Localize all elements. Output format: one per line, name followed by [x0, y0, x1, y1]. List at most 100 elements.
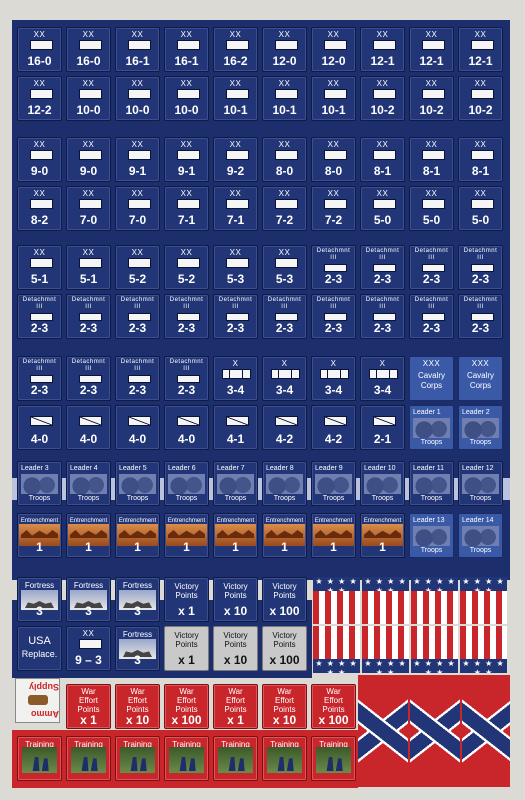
training-counter[interactable]: Training — [17, 736, 62, 781]
division-counter[interactable]: XX 16-0 — [17, 27, 62, 72]
cavalry-division-counter[interactable]: 4-2 — [262, 405, 307, 450]
division-counter[interactable]: XX 9-0 — [17, 137, 62, 182]
detachment-counter[interactable]: Detachmnt III 2-3 — [409, 294, 454, 339]
detachment-counter[interactable]: Detachmnt III 2-3 — [164, 294, 209, 339]
entrenchment-counter[interactable]: Entrenchment 1 — [360, 513, 405, 558]
fortress-counter[interactable]: Fortress 3 — [115, 626, 160, 671]
leader-counter[interactable]: Leader 6 Troops — [164, 461, 209, 506]
leader-counter[interactable]: Leader 5 Troops — [115, 461, 160, 506]
cavalry-brigade-counter[interactable]: X 3-4 — [262, 356, 307, 401]
detachment-counter[interactable]: Detachmnt III 2-3 — [458, 294, 503, 339]
victory-points-counter[interactable]: Victory Points x 10 — [213, 577, 258, 622]
leader-counter[interactable]: Leader 9 Troops — [311, 461, 356, 506]
detachment-counter[interactable]: Detachmnt III 2-3 — [311, 245, 356, 290]
detachment-counter[interactable]: Detachmnt III 2-3 — [17, 294, 62, 339]
detachment-counter[interactable]: Detachmnt III 2-3 — [66, 294, 111, 339]
division-counter[interactable]: XX 10-0 — [115, 76, 160, 121]
entrenchment-counter[interactable]: Entrenchment 1 — [262, 513, 307, 558]
detachment-counter[interactable]: Detachmnt III 2-3 — [164, 356, 209, 401]
detachment-counter[interactable]: Detachmnt III 2-3 — [360, 245, 405, 290]
victory-points-counter[interactable]: Victory Points x 10 — [213, 626, 258, 671]
leader-counter[interactable]: Leader 2 Troops — [458, 405, 503, 450]
division-counter[interactable]: XX 7-0 — [66, 186, 111, 231]
cavalry-division-counter[interactable]: 4-0 — [164, 405, 209, 450]
division-counter[interactable]: XX 12-0 — [311, 27, 356, 72]
division-counter[interactable]: XX 10-2 — [458, 76, 503, 121]
division-counter[interactable]: XX 12-1 — [360, 27, 405, 72]
entrenchment-counter[interactable]: Entrenchment 1 — [164, 513, 209, 558]
leader-counter[interactable]: Leader 14 Troops — [458, 513, 503, 558]
detachment-counter[interactable]: Detachmnt III 2-3 — [262, 294, 307, 339]
war-effort-counter[interactable]: War Effort Points x 10 — [115, 684, 160, 729]
division-counter[interactable]: XX 10-2 — [360, 76, 405, 121]
division-counter[interactable]: XX 9-2 — [213, 137, 258, 182]
division-counter[interactable]: XX 5-3 — [262, 245, 307, 290]
usa-flag-counter[interactable]: ★ ★ ★ ★ ★ ★ — [460, 626, 507, 673]
division-counter[interactable]: XX 10-0 — [66, 76, 111, 121]
usa-flag-counter[interactable]: ★ ★ ★ ★ ★ ★ — [411, 626, 458, 673]
cavalry-brigade-counter[interactable]: X 3-4 — [213, 356, 258, 401]
leader-counter[interactable]: Leader 3 Troops — [17, 461, 62, 506]
division-counter[interactable]: XX 7-1 — [164, 186, 209, 231]
division-counter[interactable]: XX 10-1 — [311, 76, 356, 121]
division-counter[interactable]: XX 12-2 — [17, 76, 62, 121]
victory-points-counter[interactable]: Victory Points x 1 — [164, 626, 209, 671]
csa-flag-block[interactable] — [358, 675, 510, 787]
division-counter[interactable]: XX 5-0 — [409, 186, 454, 231]
division-counter[interactable]: XX 5-0 — [360, 186, 405, 231]
leader-counter[interactable]: Leader 4 Troops — [66, 461, 111, 506]
entrenchment-counter[interactable]: Entrenchment 1 — [66, 513, 111, 558]
war-effort-counter[interactable]: War Effort Points x 100 — [311, 684, 356, 729]
cavalry-division-counter[interactable]: 4-0 — [66, 405, 111, 450]
division-counter[interactable]: XX 8-2 — [17, 186, 62, 231]
division-counter[interactable]: XX 16-2 — [213, 27, 258, 72]
division-counter[interactable]: XX 10-0 — [164, 76, 209, 121]
leader-counter[interactable]: Leader 8 Troops — [262, 461, 307, 506]
usa-replacement-counter[interactable]: USA Replace. — [17, 626, 62, 671]
division-counter[interactable]: XX 12-0 — [262, 27, 307, 72]
cavalry-corps-counter[interactable]: XXX Cavalry Corps — [409, 356, 454, 401]
division-counter[interactable]: XX 16-1 — [164, 27, 209, 72]
fortress-counter[interactable]: Fortress 3 — [17, 577, 62, 622]
division-counter[interactable]: XX 10-2 — [409, 76, 454, 121]
cavalry-division-counter[interactable]: 2-1 — [360, 405, 405, 450]
division-counter[interactable]: XX 5-2 — [164, 245, 209, 290]
division-counter[interactable]: XX 5-3 — [213, 245, 258, 290]
division-counter[interactable]: XX 5-1 — [17, 245, 62, 290]
division-counter[interactable]: XX 8-0 — [311, 137, 356, 182]
division-counter[interactable]: XX 10-1 — [262, 76, 307, 121]
division-counter[interactable]: XX 5-0 — [458, 186, 503, 231]
war-effort-counter[interactable]: War Effort Points x 1 — [213, 684, 258, 729]
training-counter[interactable]: Training — [213, 736, 258, 781]
detachment-counter[interactable]: Detachmnt III 2-3 — [458, 245, 503, 290]
training-counter[interactable]: Training — [115, 736, 160, 781]
training-counter[interactable]: Training — [311, 736, 356, 781]
leader-counter[interactable]: Leader 1 Troops — [409, 405, 454, 450]
usa-flag-counter[interactable]: ★ ★ ★ ★ ★ ★ — [313, 626, 360, 673]
division-counter[interactable]: XX 12-1 — [409, 27, 454, 72]
leader-counter[interactable]: Leader 13 Troops — [409, 513, 454, 558]
detachment-counter[interactable]: Detachmnt III 2-3 — [115, 356, 160, 401]
division-counter[interactable]: XX 10-1 — [213, 76, 258, 121]
division-counter[interactable]: XX 16-0 — [66, 27, 111, 72]
cavalry-corps-counter[interactable]: XXX Cavalry Corps — [458, 356, 503, 401]
leader-counter[interactable]: Leader 12 Troops — [458, 461, 503, 506]
usa-flag-counter[interactable]: ★ ★ ★ ★ ★ ★ — [362, 577, 409, 624]
usa-flag-counter[interactable]: ★ ★ ★ ★ ★ ★ — [460, 577, 507, 624]
supply-ammo-counter[interactable]: Supply Ammo — [15, 678, 60, 723]
division-counter[interactable]: XX 7-1 — [213, 186, 258, 231]
division-counter[interactable]: XX 8-0 — [262, 137, 307, 182]
division-counter[interactable]: XX 9-0 — [66, 137, 111, 182]
entrenchment-counter[interactable]: Entrenchment 1 — [115, 513, 160, 558]
victory-points-counter[interactable]: Victory Points x 1 — [164, 577, 209, 622]
division-counter[interactable]: XX 12-1 — [458, 27, 503, 72]
division-counter[interactable]: XX 8-1 — [409, 137, 454, 182]
division-counter[interactable]: XX 8-1 — [360, 137, 405, 182]
usa-flag-counter[interactable]: ★ ★ ★ ★ ★ ★ — [411, 577, 458, 624]
fortress-counter[interactable]: Fortress 3 — [66, 577, 111, 622]
division-counter[interactable]: XX 5-1 — [66, 245, 111, 290]
cavalry-brigade-counter[interactable]: X 3-4 — [311, 356, 356, 401]
detachment-counter[interactable]: Detachmnt III 2-3 — [115, 294, 160, 339]
detachment-counter[interactable]: Detachmnt III 2-3 — [360, 294, 405, 339]
leader-counter[interactable]: Leader 11 Troops — [409, 461, 454, 506]
